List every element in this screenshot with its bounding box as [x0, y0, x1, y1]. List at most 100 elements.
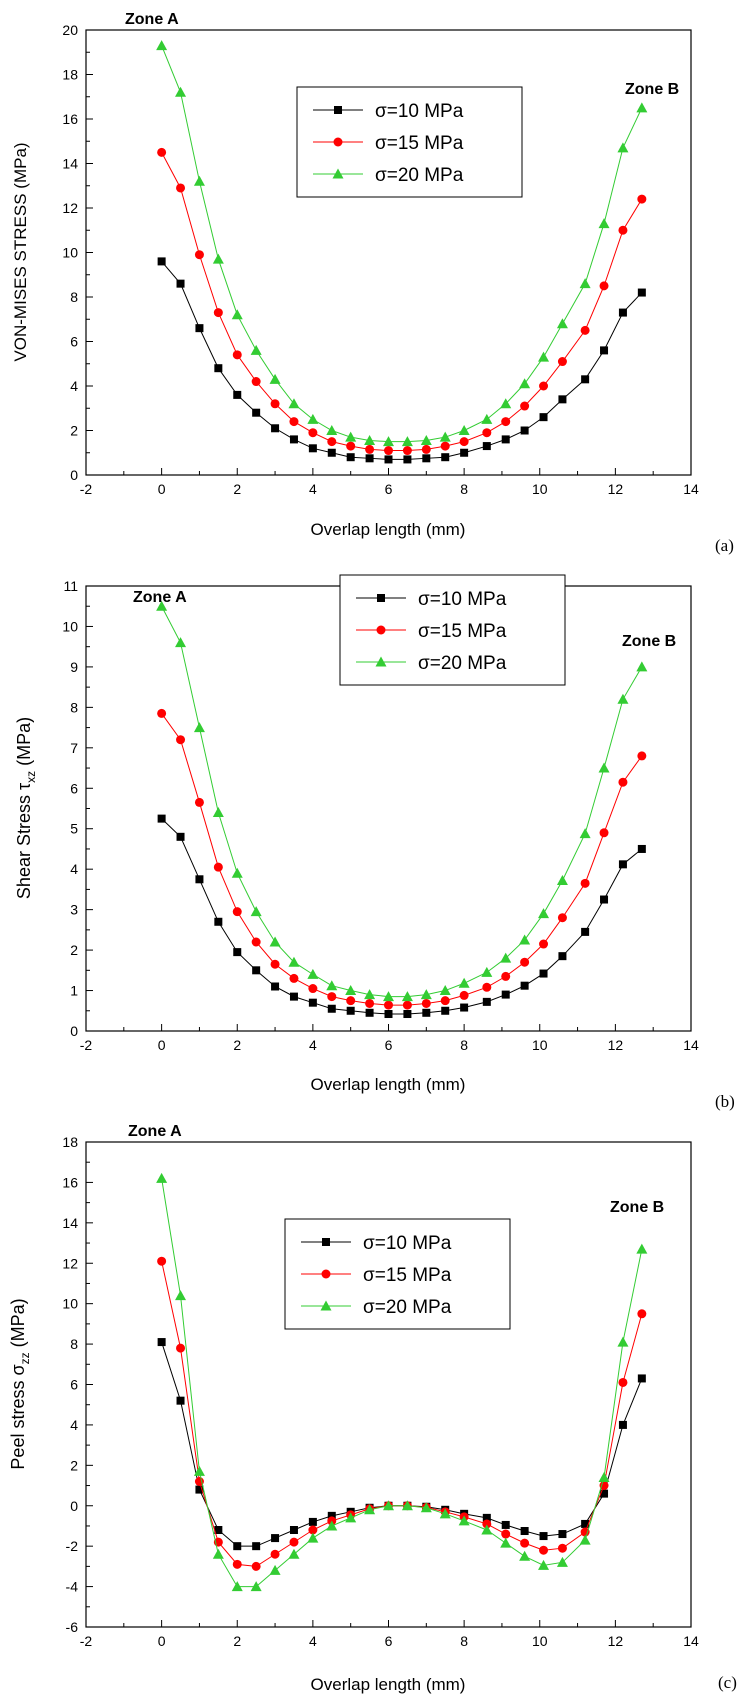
data-point-c-1 [520, 1538, 530, 1548]
data-point-b-2 [556, 875, 568, 886]
y-tick-label-b: 9 [70, 659, 78, 675]
data-point-b-0 [271, 982, 280, 991]
data-point-c-2 [175, 1290, 187, 1301]
data-point-a-1 [327, 437, 337, 447]
data-point-b-1 [501, 971, 511, 981]
legend-marker-b-1 [376, 625, 386, 635]
legend-label-c-1: σ=15 MPa [363, 1265, 452, 1286]
data-point-a-2 [288, 398, 300, 409]
data-point-b-2 [598, 762, 610, 773]
data-point-a-0 [539, 413, 548, 422]
data-point-b-1 [637, 751, 647, 761]
data-point-a-2 [326, 425, 338, 435]
data-point-a-0 [214, 364, 223, 373]
data-point-c-0 [252, 1542, 261, 1551]
data-point-c-2 [212, 1548, 224, 1559]
data-point-a-1 [176, 183, 186, 193]
data-point-a-2 [579, 278, 591, 289]
data-point-c-0 [520, 1527, 529, 1536]
series-line-b-1 [161, 713, 643, 1006]
y-tick-label-a: 4 [70, 378, 78, 394]
data-point-a-0 [482, 442, 491, 451]
data-point-b-1 [346, 996, 356, 1006]
zone-b-label-b: Zone B [622, 633, 676, 650]
data-point-b-0 [157, 814, 166, 823]
y-tick-label-c: 2 [70, 1457, 78, 1473]
data-point-a-0 [520, 426, 529, 435]
data-point-c-2 [556, 1556, 568, 1567]
data-point-c-2 [364, 1504, 376, 1515]
data-point-a-0 [403, 455, 412, 464]
zone-a-label-c: Zone A [128, 1123, 182, 1140]
data-point-b-2 [326, 980, 338, 991]
x-tick-label-c: 10 [532, 1633, 548, 1649]
data-point-a-0 [233, 390, 242, 399]
data-point-c-2 [250, 1581, 262, 1592]
series-line-a-2 [161, 45, 643, 443]
data-point-c-1 [232, 1559, 242, 1569]
x-axis-title-b: Overlap length (mm) [311, 1075, 466, 1094]
y-axis-title-b-main: Shear Stress τ [14, 783, 34, 899]
data-point-c-0 [581, 1519, 590, 1528]
y-tick-label-a: 18 [62, 67, 78, 83]
x-tick-label-c: 0 [158, 1633, 166, 1649]
data-point-c-0 [157, 1338, 166, 1347]
data-point-b-2 [175, 637, 187, 648]
data-point-a-0 [501, 435, 510, 444]
data-point-c-0 [600, 1489, 609, 1498]
data-point-b-0 [600, 895, 609, 904]
data-point-a-0 [289, 435, 298, 444]
data-point-c-2 [156, 1172, 168, 1183]
legend-marker-c-1 [321, 1269, 331, 1279]
legend-label-a-2: σ=20 MPa [375, 165, 464, 186]
legend-label-b-1: σ=15 MPa [418, 621, 507, 642]
series-line-a-0 [161, 261, 643, 460]
x-tick-label-b: 12 [608, 1037, 624, 1053]
data-point-c-2 [481, 1524, 493, 1535]
data-point-c-0 [482, 1513, 491, 1522]
data-point-b-0 [214, 917, 223, 926]
series-line-b-2 [161, 605, 643, 998]
data-point-c-1 [289, 1537, 299, 1547]
zone-b-label-c: Zone B [610, 1199, 664, 1216]
data-point-a-0 [637, 288, 646, 297]
data-point-a-1 [618, 225, 628, 235]
data-point-a-1 [251, 377, 261, 387]
data-point-a-1 [157, 147, 167, 157]
y-tick-label-b: 4 [70, 861, 78, 877]
data-point-a-1 [402, 446, 412, 456]
data-point-b-2 [439, 985, 451, 996]
data-point-a-0 [271, 424, 280, 433]
data-point-b-1 [580, 878, 590, 888]
data-point-c-2 [519, 1550, 531, 1561]
data-point-b-1 [520, 957, 530, 967]
x-tick-label-c: -2 [80, 1633, 93, 1649]
data-point-b-0 [422, 1008, 431, 1017]
data-point-a-2 [519, 378, 531, 389]
data-point-b-0 [637, 844, 646, 853]
data-point-b-2 [193, 722, 205, 733]
legend-label-a-1: σ=15 MPa [375, 133, 464, 154]
y-axis-title-c-sub: zz [18, 1352, 32, 1364]
data-point-b-1 [440, 996, 450, 1006]
data-point-c-2 [538, 1559, 550, 1570]
x-tick-label-b: 6 [385, 1037, 393, 1053]
y-tick-label-b: 11 [63, 578, 78, 594]
data-point-c-1 [270, 1549, 280, 1559]
legend-marker-c-0 [322, 1238, 330, 1246]
y-tick-label-c: 4 [70, 1417, 78, 1433]
legend-marker-c-2 [320, 1300, 332, 1311]
data-point-a-2 [212, 253, 224, 264]
data-point-a-0 [365, 454, 374, 463]
data-point-c-1 [501, 1529, 511, 1539]
data-point-a-1 [482, 428, 492, 438]
data-point-b-2 [617, 693, 629, 704]
data-point-b-0 [308, 998, 317, 1007]
data-point-b-0 [384, 1010, 393, 1019]
y-tick-label-b: 6 [70, 780, 78, 796]
series-line-a-1 [161, 152, 643, 452]
data-point-b-0 [403, 1010, 412, 1019]
y-tick-label-c: 6 [70, 1377, 78, 1393]
data-point-c-2 [420, 1502, 432, 1513]
